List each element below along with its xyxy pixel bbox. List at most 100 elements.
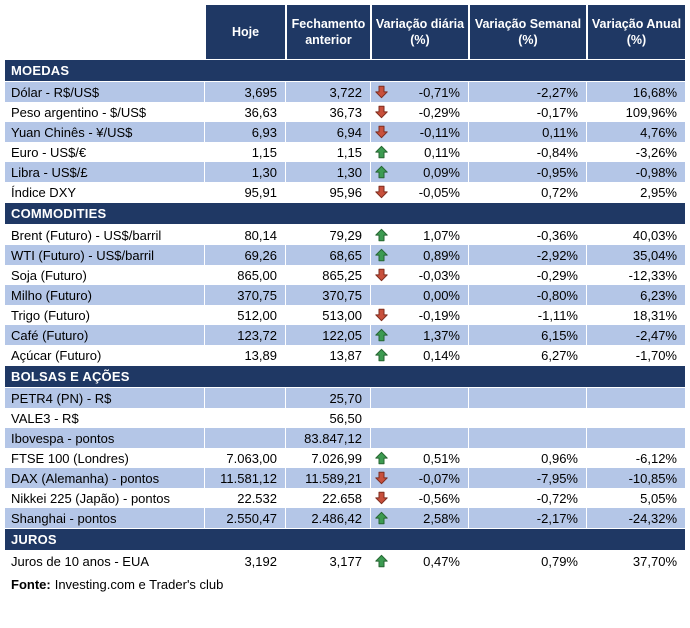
hoje-value [204, 408, 285, 428]
table-row: Nikkei 225 (Japão) - pontos 22.532 22.658 -… [5, 488, 685, 508]
variacao-semanal-value: -7,95% [468, 468, 586, 488]
fechamento-anterior-value: 68,65 [285, 245, 370, 265]
table-row: Peso argentino - $/US$ 36,63 36,73 -0,29% -0… [5, 102, 685, 122]
table-row: Shanghai - pontos 2.550,47 2.486,42 2,58% -2… [5, 508, 685, 528]
variacao-diaria-value: -0,71% [418, 84, 460, 100]
row-label: Soja (Futuro) [5, 265, 204, 285]
variacao-semanal-value: -0,17% [468, 102, 586, 122]
variacao-anual-value [586, 408, 685, 428]
variacao-anual-value [586, 388, 685, 408]
down-arrow-icon [375, 105, 388, 119]
table-row: PETR4 (PN) - R$ 25,70 [5, 388, 685, 408]
row-label: VALE3 - R$ [5, 408, 204, 428]
up-arrow-icon [375, 554, 388, 568]
variacao-diaria-cell: -0,29% [370, 102, 468, 122]
row-label: Brent (Futuro) - US$/barril [5, 225, 204, 245]
row-label: Shanghai - pontos [5, 508, 204, 528]
header-hoje: Hoje [204, 5, 285, 59]
variacao-diaria-cell: -0,11% [370, 122, 468, 142]
variacao-semanal-value: -0,95% [468, 162, 586, 182]
variacao-semanal-value [468, 428, 586, 448]
fechamento-anterior-value: 79,29 [285, 225, 370, 245]
hoje-value: 512,00 [204, 305, 285, 325]
table-row: WTI (Futuro) - US$/barril 69,26 68,65 0,89%… [5, 245, 685, 265]
up-arrow-icon [375, 165, 388, 179]
table-row: DAX (Alemanha) - pontos 11.581,12 11.589,2… [5, 468, 685, 488]
variacao-diaria-value: 1,07% [423, 227, 460, 243]
fechamento-anterior-value: 1,30 [285, 162, 370, 182]
down-arrow-icon [375, 471, 388, 485]
fechamento-anterior-value: 865,25 [285, 265, 370, 285]
variacao-diaria-value: 0,14% [423, 347, 460, 363]
header-empty-cell [5, 5, 204, 59]
hoje-value: 22.532 [204, 488, 285, 508]
variacao-diaria-value: -0,05% [418, 184, 460, 200]
fechamento-anterior-value: 122,05 [285, 325, 370, 345]
variacao-semanal-value: 0,11% [468, 122, 586, 142]
variacao-diaria-cell: 0,89% [370, 245, 468, 265]
up-arrow-icon [375, 348, 388, 362]
table-row: Euro - US$/€ 1,15 1,15 0,11% -0,84% -3,26% [5, 142, 685, 162]
down-arrow-icon [375, 268, 388, 282]
variacao-diaria-cell: 1,07% [370, 225, 468, 245]
table-row: Café (Futuro) 123,72 122,05 1,37% 6,15% -2,47… [5, 325, 685, 345]
variacao-diaria-cell: 0,14% [370, 345, 468, 365]
variacao-diaria-value: 0,09% [423, 164, 460, 180]
table-header: Hoje Fechamento anterior Variação diária… [5, 5, 685, 59]
up-arrow-icon [375, 248, 388, 262]
row-label: Milho (Futuro) [5, 285, 204, 305]
row-label: Trigo (Futuro) [5, 305, 204, 325]
variacao-anual-value: 37,70% [586, 551, 685, 571]
down-arrow-icon [375, 125, 388, 139]
header-variacao-diaria: Variação diária (%) [370, 5, 468, 59]
variacao-semanal-value: -2,17% [468, 508, 586, 528]
row-label: Índice DXY [5, 182, 204, 202]
table-row: Libra - US$/£ 1,30 1,30 0,09% -0,95% -0,98% [5, 162, 685, 182]
fechamento-anterior-value: 95,96 [285, 182, 370, 202]
fechamento-anterior-value: 11.589,21 [285, 468, 370, 488]
hoje-value: 7.063,00 [204, 448, 285, 468]
variacao-semanal-value: 0,96% [468, 448, 586, 468]
variacao-diaria-value: -0,03% [418, 267, 460, 283]
variacao-diaria-cell: -0,03% [370, 265, 468, 285]
variacao-anual-value: -0,98% [586, 162, 685, 182]
variacao-diaria-cell: 0,47% [370, 551, 468, 571]
row-label: DAX (Alemanha) - pontos [5, 468, 204, 488]
fechamento-anterior-value: 56,50 [285, 408, 370, 428]
hoje-value [204, 428, 285, 448]
row-label: WTI (Futuro) - US$/barril [5, 245, 204, 265]
variacao-diaria-cell: -0,07% [370, 468, 468, 488]
variacao-diaria-value: 0,51% [423, 450, 460, 466]
variacao-diaria-value: 2,58% [423, 510, 460, 526]
table-row: Açúcar (Futuro) 13,89 13,87 0,14% 6,27% -1,70… [5, 345, 685, 365]
variacao-anual-value [586, 428, 685, 448]
fechamento-anterior-value: 513,00 [285, 305, 370, 325]
table-row: Ibovespa - pontos 83.847,12 [5, 428, 685, 448]
source-note: Fonte: Investing.com e Trader's club [11, 577, 685, 592]
variacao-semanal-value: -0,72% [468, 488, 586, 508]
source-text: Investing.com e Trader's club [54, 577, 224, 592]
variacao-diaria-cell [370, 428, 468, 448]
variacao-diaria-value: -0,19% [418, 307, 460, 323]
variacao-diaria-value: 1,37% [423, 327, 460, 343]
variacao-diaria-value: -0,29% [418, 104, 460, 120]
variacao-semanal-value: -0,80% [468, 285, 586, 305]
up-arrow-icon [375, 511, 388, 525]
variacao-semanal-value: -0,36% [468, 225, 586, 245]
section-header: COMMODITIES [5, 202, 685, 225]
variacao-semanal-value: -2,92% [468, 245, 586, 265]
fechamento-anterior-value: 22.658 [285, 488, 370, 508]
hoje-value: 370,75 [204, 285, 285, 305]
variacao-semanal-value: 0,72% [468, 182, 586, 202]
row-label: Peso argentino - $/US$ [5, 102, 204, 122]
variacao-anual-value: 40,03% [586, 225, 685, 245]
fechamento-anterior-value: 6,94 [285, 122, 370, 142]
up-arrow-icon [375, 145, 388, 159]
variacao-anual-value: 4,76% [586, 122, 685, 142]
fechamento-anterior-value: 13,87 [285, 345, 370, 365]
table-row: Trigo (Futuro) 512,00 513,00 -0,19% -1,11% 18… [5, 305, 685, 325]
table-row: Soja (Futuro) 865,00 865,25 -0,03% -0,29% -12… [5, 265, 685, 285]
fechamento-anterior-value: 83.847,12 [285, 428, 370, 448]
variacao-anual-value: 18,31% [586, 305, 685, 325]
variacao-anual-value: 16,68% [586, 82, 685, 102]
